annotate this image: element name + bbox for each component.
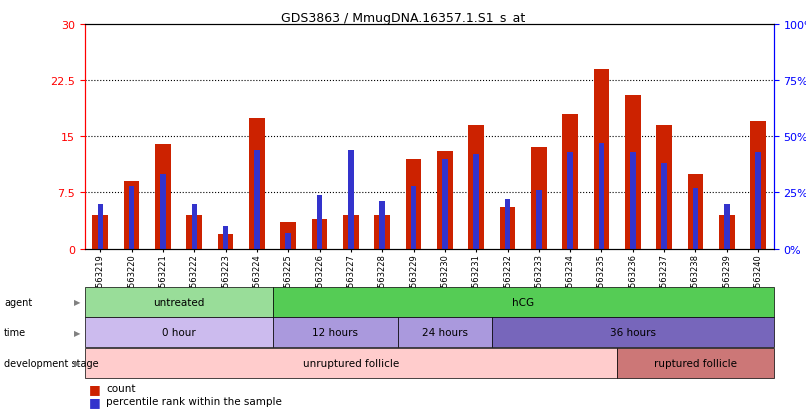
Bar bbox=[249, 118, 264, 249]
Bar bbox=[93, 216, 108, 249]
Bar bbox=[630, 153, 636, 249]
Bar bbox=[124, 182, 139, 249]
Text: untreated: untreated bbox=[153, 297, 204, 307]
Bar bbox=[98, 204, 103, 249]
Bar bbox=[688, 174, 704, 249]
Bar bbox=[625, 96, 641, 249]
Text: 12 hours: 12 hours bbox=[312, 328, 358, 337]
Bar bbox=[442, 159, 447, 249]
Bar bbox=[599, 144, 604, 249]
Bar bbox=[505, 200, 510, 249]
Text: 0 hour: 0 hour bbox=[162, 328, 196, 337]
Bar bbox=[348, 150, 354, 249]
Bar bbox=[280, 223, 296, 249]
Bar bbox=[437, 152, 453, 249]
Bar bbox=[192, 204, 197, 249]
Text: percentile rank within the sample: percentile rank within the sample bbox=[106, 396, 282, 406]
Bar bbox=[536, 191, 542, 249]
Text: 36 hours: 36 hours bbox=[610, 328, 656, 337]
Bar bbox=[160, 175, 166, 249]
Text: development stage: development stage bbox=[4, 358, 98, 368]
Bar bbox=[719, 216, 734, 249]
Bar bbox=[285, 233, 291, 249]
Text: ■: ■ bbox=[89, 395, 101, 408]
Bar bbox=[380, 202, 385, 249]
Text: ▶: ▶ bbox=[74, 297, 81, 306]
Text: ▶: ▶ bbox=[74, 328, 81, 337]
Bar bbox=[692, 188, 698, 249]
Bar bbox=[755, 153, 761, 249]
Text: count: count bbox=[106, 383, 136, 393]
Bar bbox=[129, 186, 135, 249]
Bar bbox=[473, 155, 479, 249]
Bar bbox=[186, 216, 202, 249]
Text: 24 hours: 24 hours bbox=[422, 328, 467, 337]
Bar bbox=[468, 126, 484, 249]
Bar bbox=[317, 195, 322, 249]
Text: hCG: hCG bbox=[512, 297, 534, 307]
Bar bbox=[218, 234, 234, 249]
Bar bbox=[750, 122, 766, 249]
Bar bbox=[155, 145, 171, 249]
Text: unruptured follicle: unruptured follicle bbox=[303, 358, 399, 368]
Text: time: time bbox=[4, 328, 26, 337]
Bar bbox=[343, 216, 359, 249]
Bar bbox=[411, 186, 416, 249]
Bar bbox=[567, 153, 573, 249]
Bar bbox=[374, 216, 390, 249]
Text: agent: agent bbox=[4, 297, 32, 307]
Bar bbox=[405, 159, 422, 249]
Bar bbox=[656, 126, 672, 249]
Bar bbox=[662, 164, 667, 249]
Bar bbox=[254, 150, 260, 249]
Bar bbox=[531, 148, 546, 249]
Bar bbox=[312, 219, 327, 249]
Bar bbox=[563, 114, 578, 249]
Bar bbox=[594, 70, 609, 249]
Text: ▶: ▶ bbox=[74, 358, 81, 368]
Text: GDS3863 / MmugDNA.16357.1.S1_s_at: GDS3863 / MmugDNA.16357.1.S1_s_at bbox=[280, 12, 526, 25]
Text: ruptured follicle: ruptured follicle bbox=[654, 358, 737, 368]
Bar bbox=[724, 204, 729, 249]
Bar bbox=[500, 208, 515, 249]
Text: ■: ■ bbox=[89, 382, 101, 395]
Bar bbox=[222, 227, 228, 249]
